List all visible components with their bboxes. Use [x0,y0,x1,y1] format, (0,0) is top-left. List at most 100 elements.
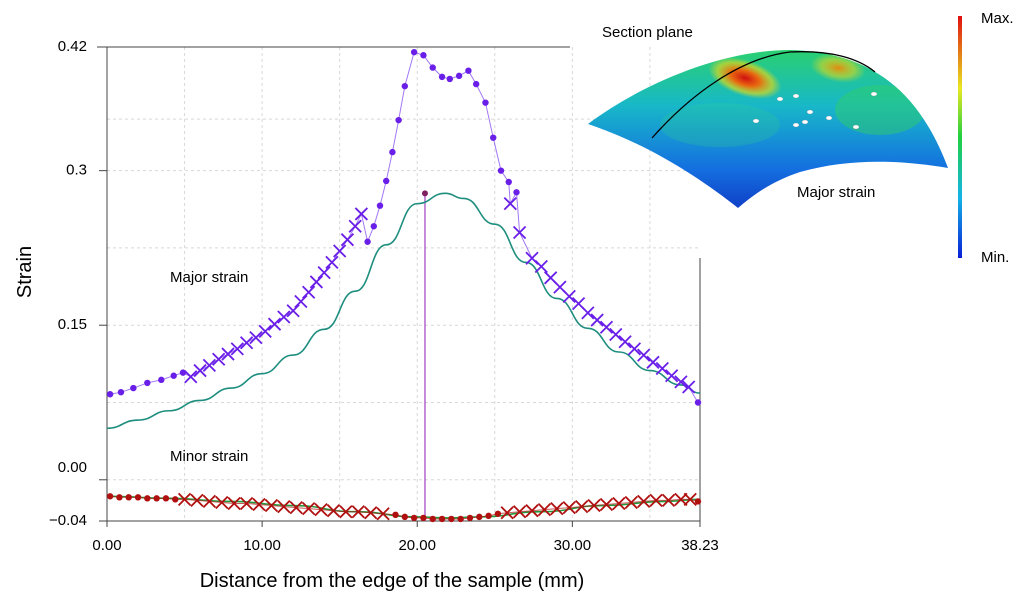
major_dots-point [130,384,137,392]
minor_dots-point [162,495,170,502]
minor_dots-point [694,498,702,505]
minor_crosses-point [649,493,663,508]
minor_crosses-point [302,501,316,516]
minor_crosses-point [674,492,688,506]
minor_dots-point [485,512,492,520]
minor_dots-point [466,514,474,522]
major_dots-point [144,379,151,387]
major_crosses-point [184,370,198,384]
minor_crosses-point [500,506,514,520]
major_crosses-point [599,320,614,334]
x-tick-label: 0.00 [92,537,121,554]
minor_crosses-point [289,500,303,515]
x-tick-label: 30.00 [554,537,592,554]
major_dots-point [106,391,114,398]
major_crosses-point [609,327,623,342]
cursor-point [421,190,428,197]
major_crosses-point [317,266,331,280]
minor_dots-point [134,494,142,501]
minor_crosses-point [612,496,626,511]
y-tick-label: 0.00 [58,459,87,476]
minor_crosses-point [351,505,365,519]
major_crosses-point [286,304,300,318]
major_dots_left_rise-point [376,202,384,209]
minor_crosses-point [661,493,676,508]
x-tick-label: 20.00 [398,537,436,554]
minor_crosses-point [252,497,266,512]
minor_dots-point [429,515,436,523]
minor_crosses-point [239,496,254,511]
major_dots-point [505,178,512,186]
minor_dots-point [448,515,455,523]
major_dots-point [117,388,125,396]
major_crosses-point [534,259,548,274]
minor_crosses-point [683,492,697,506]
major_crosses-point [682,380,696,394]
major_dots_left_rise-point [395,116,402,124]
major_crosses-point [655,361,669,376]
section-plane-line [651,51,876,139]
minor_crosses-point [624,495,638,510]
minor_crosses-point [314,503,328,517]
minor_crosses-point [562,500,576,515]
y-tick-label: 0.15 [58,316,87,333]
x-axis-title: Distance from the edge of the sample (mm… [200,570,585,592]
major_dots_left_rise-point [401,82,409,90]
x-tick-label: 10.00 [243,537,281,554]
minor_crosses-point [277,499,291,514]
major_crosses-point [618,335,632,349]
minor_dots-point [457,515,464,523]
major_crosses-point [239,336,254,350]
minor_crosses-point [339,505,353,519]
major_crosses-point [354,207,369,221]
major_dots_left_rise-point [370,223,377,230]
major_crosses-point [325,255,339,269]
major_crosses-point [562,289,576,304]
minor_dots-point [401,513,409,521]
minor_crosses-point [202,494,217,509]
minor_crosses-point [599,497,614,512]
minor_crosses-point [177,492,192,506]
minor_dots-point [476,513,483,521]
minor_crosses-point [550,501,564,516]
minor-strain-connector [110,495,699,520]
minor_dots-point [106,493,114,500]
major_crosses-point [333,244,347,258]
minor_dots-point [144,495,151,502]
y-tick-label: −0.04 [49,512,87,529]
major_dots-point [410,48,418,56]
major_crosses-point [258,324,272,339]
major_dots-point [513,189,520,196]
minor_crosses-point [525,504,539,518]
major_dots-point [465,67,472,74]
inset-surface [588,50,948,208]
minor_dots-point [116,494,123,501]
major_dots-point [158,376,165,384]
inset-major-strain-label: Major strain [797,184,875,201]
major_crosses-point [202,358,217,373]
major_crosses-point [637,348,651,362]
major_crosses-point [590,313,604,327]
minor_crosses-point [512,505,527,519]
major_dots-point [420,52,427,59]
minor_dots-point [410,514,418,522]
major_fit-line [106,192,701,430]
minor_crosses-point [264,498,279,513]
major_crosses-point [340,233,355,247]
major_crosses-point [503,196,517,211]
minor_crosses-point [227,496,241,511]
major_crosses-point [348,219,362,233]
major-strain-connector [110,51,699,403]
x-tick-label: 38.23 [681,537,719,554]
y-tick-label: 0.42 [58,38,87,55]
major_crosses-point [302,285,316,299]
major_crosses-point [581,306,595,320]
major_dots-point [429,64,436,71]
colorbar-min-label: Min. [981,249,1009,266]
major_crosses-point [294,294,308,309]
major-strain-annotation: Major strain [170,269,248,286]
major_crosses-point [664,369,679,383]
minor_dots-point [392,511,399,519]
major_crosses-point [193,363,207,378]
major_dots-point [497,167,505,174]
